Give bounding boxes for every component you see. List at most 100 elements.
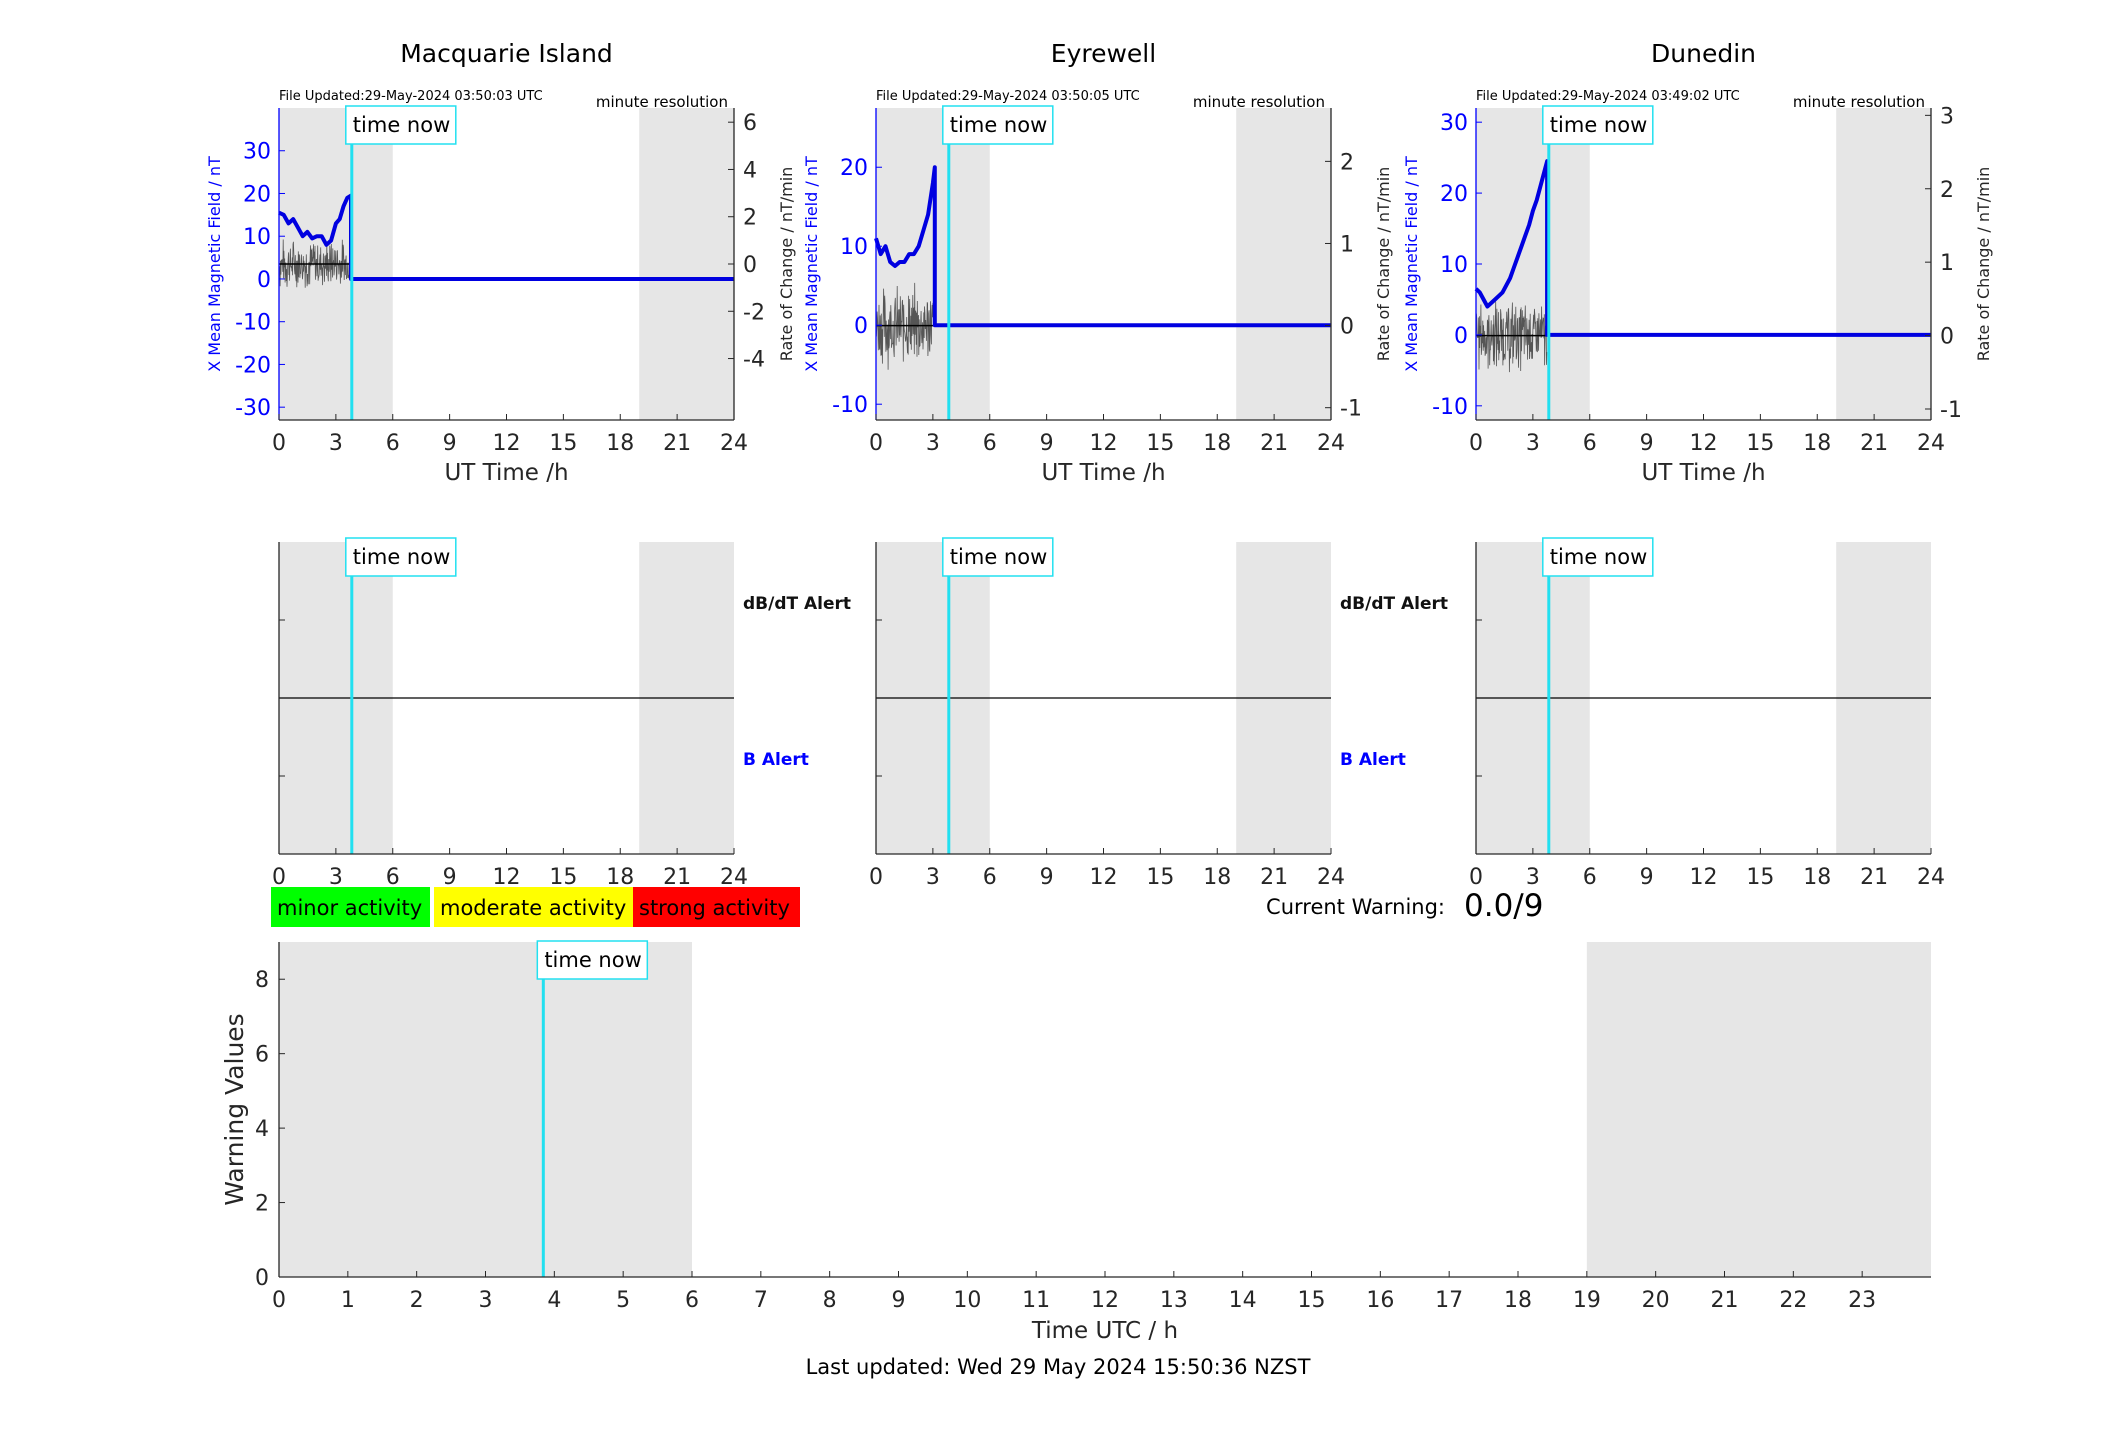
x-tick-label: 6: [983, 431, 997, 456]
x-tick-label: 18: [1803, 865, 1831, 890]
time-now-label: time now: [353, 545, 450, 569]
y-tick-label: 10: [840, 235, 868, 260]
dbdt-alert-label: dB/dT Alert: [743, 594, 851, 614]
moderate-activity-swatch: [434, 887, 633, 927]
resolution-label: minute resolution: [1193, 93, 1325, 111]
time-now-box: [942, 105, 1054, 145]
x-tick-label: 18: [1203, 865, 1231, 890]
x-axis-label: UT Time /h: [1641, 460, 1765, 486]
x-tick-label: 3: [329, 865, 343, 890]
y-tick-label: 30: [243, 140, 271, 165]
x-tick-label: 22: [1779, 1288, 1807, 1313]
x-tick-label: 21: [1860, 431, 1888, 456]
x-tick-label: 21: [1260, 865, 1288, 890]
x-tick-label: 15: [1146, 431, 1174, 456]
x-tick-label: 3: [926, 431, 940, 456]
y2-tick-label: 6: [743, 111, 757, 136]
rate-of-change-series: [278, 239, 352, 288]
x-tick-label: 21: [1860, 865, 1888, 890]
x-tick-label: 18: [1203, 431, 1231, 456]
time-now-label: time now: [1550, 545, 1647, 569]
x-tick-label: 3: [1526, 431, 1540, 456]
y-tick-label: -10: [235, 311, 271, 336]
night-shade: [639, 108, 734, 420]
dbdt-alert-label: dB/dT Alert: [1340, 594, 1448, 614]
y2-axis-label: Rate of Change / nT/min: [1374, 167, 1393, 362]
y2-tick-label: 2: [1940, 178, 1954, 203]
minor-activity-swatch: [271, 887, 430, 927]
current-warning-label: Current Warning:: [1266, 895, 1445, 919]
x-tick-label: 0: [272, 865, 286, 890]
x-tick-label: 11: [1022, 1288, 1050, 1313]
y-tick-label: -10: [1432, 395, 1468, 420]
alert-panel-0: time now 0 3 6 9 12 15 18 21 24 dB/dT Alert B Alert: [272, 537, 851, 890]
y-tick-label: -20: [235, 353, 271, 378]
alert-panel-2: time now 0 3 6 9 12 15 18 21 24: [1469, 537, 1945, 890]
y-axis-label: X Mean Magnetic Field / nT: [205, 156, 224, 372]
x-tick-label: 12: [1091, 1288, 1119, 1313]
y2-tick-label: 4: [743, 158, 757, 183]
x-tick-label: 24: [720, 865, 748, 890]
b-alert-label: B Alert: [743, 750, 809, 770]
x-tick-label: 4: [547, 1288, 561, 1313]
time-now-box: [345, 537, 457, 577]
y2-tick-label: 2: [743, 206, 757, 231]
x-tick-label: 8: [823, 1288, 837, 1313]
x-tick-label: 3: [329, 431, 343, 456]
x-tick-label: 3: [1526, 865, 1540, 890]
night-shade: [1236, 108, 1331, 420]
x-tick-label: 6: [386, 865, 400, 890]
x-tick-label: 24: [1317, 865, 1345, 890]
y-tick-label: -10: [832, 393, 868, 418]
y2-tick-label: -1: [1340, 397, 1362, 422]
x-tick-label: 12: [1690, 431, 1718, 456]
magnetic-field-series: [278, 193, 734, 281]
x-tick-label: 15: [1298, 1288, 1326, 1313]
y-tick-label: 10: [243, 225, 271, 250]
time-now-box: [1542, 105, 1654, 145]
y-tick-label: 0: [1454, 324, 1468, 349]
y-tick-label: 4: [255, 1117, 269, 1142]
y-tick-label: 0: [255, 1266, 269, 1291]
x-tick-label: 10: [953, 1288, 981, 1313]
x-tick-label: 15: [549, 431, 577, 456]
x-tick-label: 13: [1160, 1288, 1188, 1313]
x-tick-label: 0: [1469, 431, 1483, 456]
night-shade: [1836, 108, 1931, 420]
x-tick-label: 15: [549, 865, 577, 890]
x-tick-label: 24: [1917, 431, 1945, 456]
magnetic-field-series: [874, 165, 1331, 328]
y2-tick-label: 0: [743, 253, 757, 278]
x-tick-label: 12: [1090, 865, 1118, 890]
x-tick-label: 6: [386, 431, 400, 456]
night-shade: [1476, 108, 1590, 420]
y-tick-label: 10: [1440, 253, 1468, 278]
x-tick-label: 6: [1583, 865, 1597, 890]
y-axis-label: X Mean Magnetic Field / nT: [1402, 156, 1421, 372]
y-tick-label: 20: [243, 182, 271, 207]
activity-legend: minor activity moderate activity strong ac…: [271, 887, 800, 927]
y2-tick-label: 0: [1340, 315, 1354, 340]
station-panel-2: Dunedin File Updated:29-May-2024 03:49:02…: [1402, 39, 1993, 486]
time-now-label: time now: [950, 113, 1047, 137]
y2-tick-label: 0: [1940, 325, 1954, 350]
x-tick-label: 17: [1435, 1288, 1463, 1313]
last-updated-label: Last updated: Wed 29 May 2024 15:50:36 N…: [806, 1355, 1311, 1379]
current-warning-value: 0.0/9: [1464, 888, 1543, 924]
x-tick-label: 15: [1746, 431, 1774, 456]
time-now-box: [536, 940, 649, 980]
x-tick-label: 21: [1711, 1288, 1739, 1313]
strong-activity-label: strong activity: [639, 896, 790, 920]
station-panel-0: Macquarie Island File Updated:29-May-2024…: [205, 39, 796, 486]
y-tick-label: 30: [1440, 111, 1468, 136]
x-tick-label: 23: [1848, 1288, 1876, 1313]
file-updated-label: File Updated:29-May-2024 03:50:05 UTC: [876, 89, 1140, 104]
x-axis-label: UT Time /h: [1041, 460, 1165, 486]
x-tick-label: 18: [1504, 1288, 1532, 1313]
y-tick-label: 20: [1440, 182, 1468, 207]
x-tick-label: 19: [1573, 1288, 1601, 1313]
x-tick-label: 12: [493, 865, 521, 890]
x-tick-label: 21: [663, 431, 691, 456]
